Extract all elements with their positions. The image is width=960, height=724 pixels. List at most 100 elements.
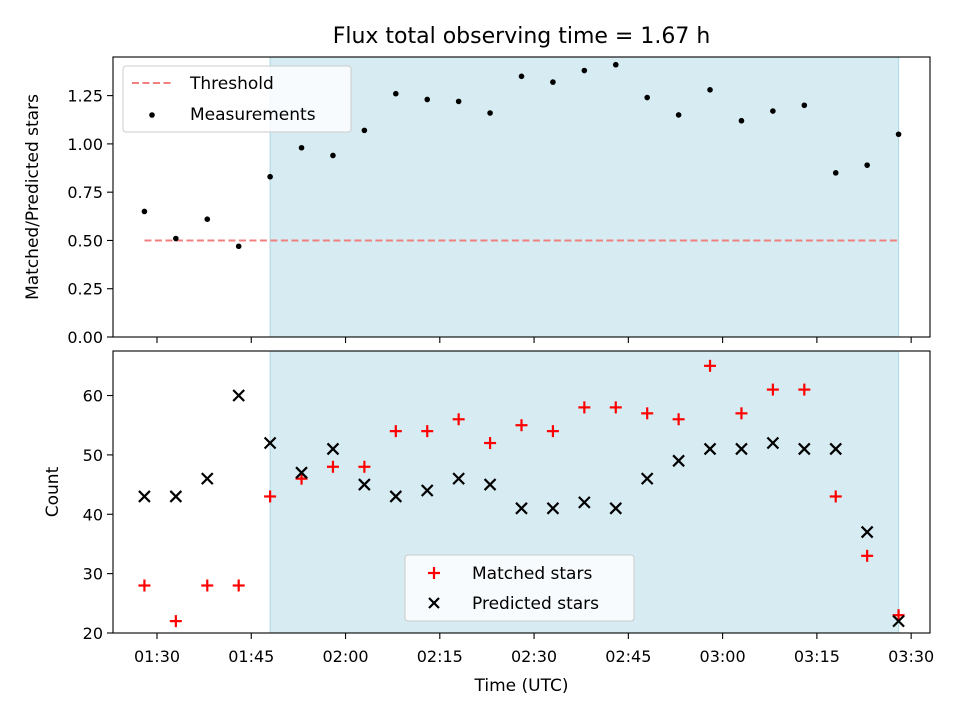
- matched-star-point: [295, 472, 308, 485]
- predicted-star-point: [546, 502, 560, 515]
- x-tick-label: 03:00: [700, 647, 746, 666]
- predicted-star-point: [483, 478, 497, 491]
- predicted-star-point: [829, 442, 843, 456]
- matched-star-point: [515, 419, 528, 432]
- top-y-ticks: 0.00 0.25 0.50 0.75 1.00 1.25: [67, 87, 113, 347]
- matched-star-point: [138, 579, 151, 592]
- matched-star-point: [358, 460, 371, 473]
- x-tick-label: 03:15: [794, 647, 840, 666]
- measurement-point: [738, 117, 745, 124]
- x-tick-label: 02:45: [605, 647, 651, 666]
- measurement-point: [141, 208, 148, 215]
- measurement-point: [298, 144, 305, 151]
- bottom-y-tick-label: 40: [83, 505, 103, 524]
- bottom-y-tick-label: 60: [83, 387, 103, 406]
- bottom-y-ticks: 20 30 40 50 60: [83, 387, 113, 643]
- measurement-point: [801, 102, 808, 109]
- bottom-x-ticks: 01:30 01:45 02:00 02:15 02:30 02:45 03:00 03:15…: [134, 633, 934, 666]
- measurement-point: [864, 162, 870, 168]
- x-tick-label: 01:45: [228, 647, 274, 666]
- top-legend: Threshold Measurements: [122, 65, 352, 133]
- bottom-y-axis-label: Count: [43, 466, 63, 517]
- legend-matched-swatch: [428, 567, 440, 579]
- matched-star-point: [641, 407, 654, 420]
- x-tick-label: 02:15: [417, 647, 463, 666]
- matched-star-point: [829, 490, 842, 503]
- bottom-panel-frame: [112, 350, 931, 634]
- measurement-points: [141, 61, 902, 250]
- matched-star-point: [798, 383, 811, 396]
- predicted-star-point: [200, 472, 214, 485]
- predicted-star-point: [672, 454, 685, 468]
- predicted-star-point: [578, 496, 591, 509]
- measurement-point: [424, 96, 431, 103]
- measurement-point: [770, 108, 776, 114]
- legend-matched-label: Matched stars: [472, 564, 592, 584]
- predicted-star-point: [860, 525, 874, 539]
- predicted-star-point: [358, 478, 371, 491]
- predicted-star-point: [798, 442, 811, 456]
- measurement-point: [895, 131, 902, 138]
- predicted-star-point: [389, 490, 403, 503]
- predicted-star-point: [640, 472, 654, 485]
- bottom-legend: Matched stars Predicted stars: [404, 554, 635, 622]
- measurement-point: [235, 243, 242, 250]
- x-tick-label: 02:00: [322, 647, 368, 666]
- top-y-axis-label: Matched/Predicted stars: [23, 94, 43, 300]
- measurement-point: [644, 94, 650, 101]
- bottom-y-tick-label: 30: [83, 565, 103, 584]
- measurement-point: [487, 110, 493, 116]
- x-tick-label: 02:30: [511, 647, 557, 666]
- matched-star-point: [169, 615, 182, 628]
- measurement-point: [361, 127, 368, 134]
- x-tick-label: 01:30: [134, 647, 180, 666]
- matched-star-point: [326, 460, 339, 473]
- predicted-star-point: [263, 436, 277, 450]
- legend-measurements-label: Measurements: [190, 105, 316, 125]
- top-legend-box: [122, 65, 352, 133]
- matched-star-point: [766, 383, 779, 396]
- measurement-point: [393, 90, 399, 97]
- predicted-star-point: [326, 442, 340, 456]
- top-chart-title: Flux total observing time = 1.67 h: [333, 24, 711, 49]
- predicted-star-point: [232, 389, 245, 402]
- top-shaded-region: [269, 56, 900, 338]
- predicted-star-point: [703, 442, 717, 456]
- matched-star-point: [421, 425, 434, 438]
- matched-star-point: [672, 413, 685, 426]
- x-axis-label: Time (UTC): [474, 676, 569, 696]
- bottom-panel: 20 30 40 50 60 01:30 01:45 02:00 02:15 02:30 02:4…: [43, 350, 934, 696]
- predicted-star-point: [609, 502, 623, 515]
- measurement-point: [675, 112, 682, 118]
- matched-star-point: [861, 549, 874, 562]
- measurement-point: [330, 152, 336, 159]
- predicted-star-point: [892, 614, 905, 628]
- matched-star-point: [232, 579, 245, 592]
- measurement-point: [518, 73, 525, 80]
- legend-measurements-swatch: [149, 112, 155, 118]
- matched-star-point: [735, 407, 748, 420]
- measurement-point: [204, 216, 211, 223]
- matched-star-point: [704, 359, 717, 372]
- matched-star-point: [389, 425, 402, 438]
- measurement-point: [581, 67, 588, 74]
- predicted-star-point: [138, 490, 151, 503]
- predicted-star-point: [766, 436, 780, 450]
- predicted-star-point: [452, 472, 465, 485]
- top-y-tick-label: 1.00: [67, 135, 103, 154]
- predicted-star-point: [295, 466, 308, 479]
- matched-star-point: [452, 413, 465, 426]
- legend-predicted-swatch: [428, 597, 440, 609]
- measurement-point: [550, 79, 556, 85]
- measurement-point: [612, 61, 619, 68]
- legend-threshold-label: Threshold: [189, 74, 274, 94]
- matched-star-point: [609, 401, 622, 414]
- top-y-tick-label: 0.50: [67, 231, 103, 250]
- matched-star-point: [546, 425, 559, 438]
- measurement-point: [267, 173, 273, 180]
- top-panel-frame: [112, 56, 931, 338]
- bottom-y-tick-label: 20: [83, 624, 103, 643]
- matched-star-point: [892, 609, 905, 622]
- predicted-star-point: [735, 442, 748, 456]
